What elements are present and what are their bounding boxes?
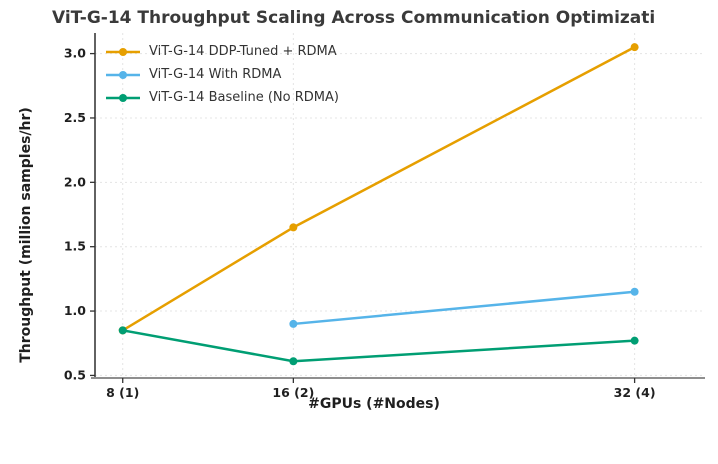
data-point	[630, 336, 639, 345]
x-tick-label: 8 (1)	[106, 385, 139, 400]
legend-marker-icon	[106, 93, 140, 102]
legend-item: ViT-G-14 Baseline (No RDMA)	[106, 88, 339, 107]
legend-label: ViT-G-14 With RDMA	[149, 67, 282, 82]
data-point	[630, 287, 639, 296]
data-point	[630, 43, 639, 52]
y-tick-label: 3.0	[64, 46, 86, 61]
legend-marker-icon	[106, 47, 140, 56]
x-tick-label: 32 (4)	[614, 385, 656, 400]
data-point	[289, 319, 298, 328]
legend-item: ViT-G-14 DDP-Tuned + RDMA	[106, 42, 339, 61]
data-point	[289, 357, 298, 366]
y-axis-label: Throughput (million samples/hr)	[18, 107, 34, 363]
y-tick-label: 1.5	[64, 239, 86, 254]
series-line	[292, 290, 636, 326]
x-axis-label: #GPUs (#Nodes)	[308, 396, 440, 412]
data-point	[118, 326, 127, 335]
y-tick-label: 0.5	[64, 367, 86, 382]
y-tick-label: 2.5	[64, 110, 86, 125]
chart-title: ViT-G-14 Throughput Scaling Across Commu…	[52, 8, 656, 28]
data-point	[289, 223, 298, 232]
legend-label: ViT-G-14 DDP-Tuned + RDMA	[149, 44, 337, 59]
legend-item: ViT-G-14 With RDMA	[106, 65, 339, 84]
legend-label: ViT-G-14 Baseline (No RDMA)	[149, 90, 339, 105]
y-tick-label: 2.0	[64, 174, 86, 189]
y-tick-label: 1.0	[64, 303, 86, 318]
x-tick-label: 16 (2)	[272, 385, 314, 400]
legend: ViT-G-14 DDP-Tuned + RDMA ViT-G-14 With R…	[106, 42, 339, 107]
series-line	[121, 329, 636, 363]
legend-marker-icon	[106, 70, 140, 79]
